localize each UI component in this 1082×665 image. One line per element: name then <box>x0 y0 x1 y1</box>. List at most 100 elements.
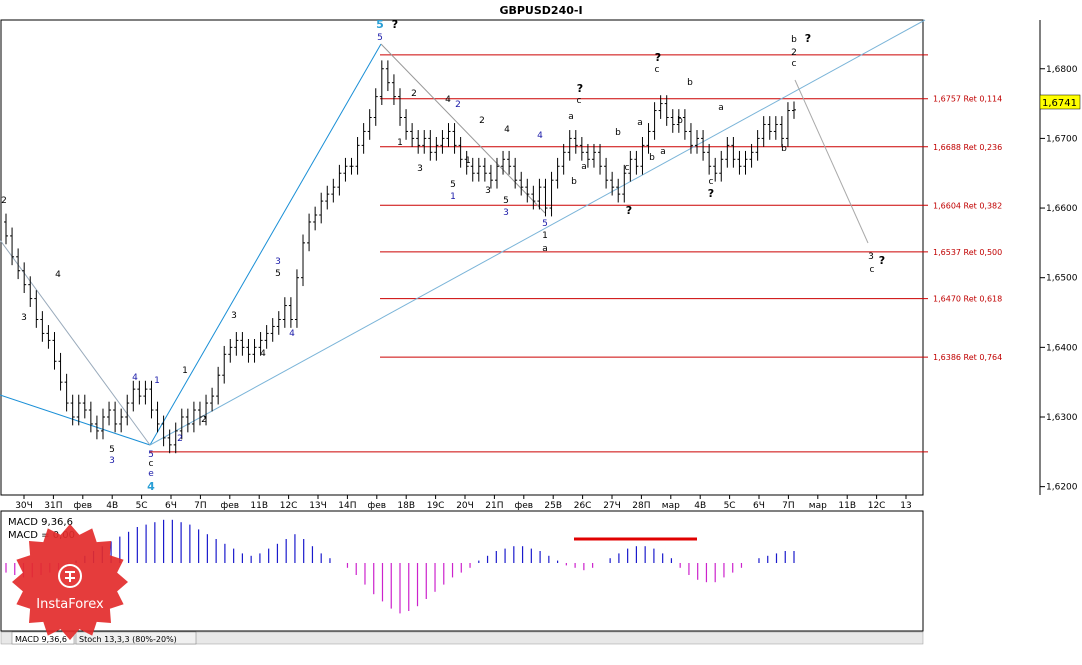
wave-label: 4 <box>504 125 510 135</box>
wave-label: ? <box>626 204 632 217</box>
wave-label: e <box>148 469 154 479</box>
wave-label: a <box>637 118 643 128</box>
wave-label: b <box>649 153 655 163</box>
chart-title: GBPUSD240-I <box>499 4 582 17</box>
wave-label: 2 <box>201 415 207 425</box>
wave-label: a <box>568 112 574 122</box>
tab-macd[interactable]: MACD 9,36,6 <box>11 631 75 645</box>
wave-label: b <box>791 35 797 45</box>
fib-label: 1,6537 Ret 0,500 <box>933 248 1002 257</box>
wave-label: b <box>781 144 787 154</box>
wave-label: a <box>660 147 666 157</box>
wave-label: c <box>149 459 154 469</box>
wave-label: b <box>677 116 683 126</box>
wave-label: 1 <box>465 156 471 166</box>
trend-line <box>0 239 151 446</box>
trend-line <box>0 394 151 446</box>
x-tick-label: 12С <box>868 501 886 511</box>
x-tick-label: 21П <box>485 501 503 511</box>
x-tick-label: 11В <box>838 501 856 511</box>
tab-stoch[interactable]: Stoch 13,3,3 (80%-20%) <box>75 631 197 645</box>
wave-label: c <box>577 96 582 106</box>
fib-levels: 1,6757 Ret 0,114 1,6688 Ret 0,236 1,6604 R… <box>150 54 1002 453</box>
x-tick-label: 20Ч <box>456 501 474 511</box>
x-tick-label: мар <box>662 501 680 511</box>
x-tick-label: 6Ч <box>753 501 765 511</box>
main-plot-frame <box>0 19 924 496</box>
wave-label: 5 <box>377 33 383 43</box>
fib-label: 1,6688 Ret 0,236 <box>933 143 1002 152</box>
wave-label: c <box>625 163 630 173</box>
wave-label: 4 <box>537 131 543 141</box>
wave-label: 5 <box>542 219 548 229</box>
x-tick-label: 13 <box>900 501 911 511</box>
macd-histogram <box>5 519 795 614</box>
candles <box>4 60 796 454</box>
wave-label: 5 <box>450 180 456 190</box>
x-tick-label: 28П <box>632 501 650 511</box>
wave-label: ? <box>392 18 398 31</box>
x-tick-label: 4В <box>694 501 706 511</box>
wave-label: 3 <box>231 311 237 321</box>
x-tick-label: 25В <box>544 501 562 511</box>
macd-label-1: MACD 9,36,6 <box>8 517 73 528</box>
wave-label: 4 <box>289 329 295 339</box>
macd-plot-frame <box>0 510 924 632</box>
wave-label: a <box>718 103 724 113</box>
current-price-box <box>1039 94 1081 110</box>
y-axis: 1,6800 1,6700 1,6600 1,6500 1,6400 1,6300 1,62… <box>1040 65 1078 493</box>
wave-label: 4 <box>55 270 61 280</box>
wave-label: a <box>581 162 587 172</box>
wave-label: 3 <box>275 257 281 267</box>
wave-label: ? <box>708 187 714 200</box>
trend-line <box>149 19 926 446</box>
x-tick-label: 5С <box>724 501 736 511</box>
wave-label: ? <box>577 82 583 95</box>
wave-label: 4 <box>260 349 266 359</box>
x-tick-label: мар <box>809 501 827 511</box>
fib-label: 1,6470 Ret 0,618 <box>933 295 1002 304</box>
trend-line <box>149 43 382 446</box>
wave-label: 4 <box>445 95 451 105</box>
x-tick-label: 30Ч <box>15 501 33 511</box>
wave-label: 2 <box>455 100 461 110</box>
y-tick-label: 1,6600 <box>1046 204 1078 214</box>
wave-label: b <box>615 128 621 138</box>
x-tick-label: 13Ч <box>309 501 327 511</box>
wave-label: 1 <box>397 138 403 148</box>
fib-label: 1,6386 Ret 0,764 <box>933 353 1002 362</box>
wave-label: 5 <box>109 445 115 455</box>
wave-label: 1 <box>542 231 548 241</box>
x-tick-label: 27Ч <box>603 501 621 511</box>
wave-label: 3 <box>21 313 27 323</box>
instaforex-logo: InstaForex <box>12 524 128 640</box>
wave-label: 2 <box>791 48 797 58</box>
x-tick-label: фев <box>515 501 534 511</box>
x-tick-label: 6Ч <box>165 501 177 511</box>
wave-label: ? <box>805 32 811 45</box>
wave-label: 3 <box>109 456 115 466</box>
x-tick-label: 12С <box>280 501 298 511</box>
wave-label: b <box>687 78 693 88</box>
wave-label: 2 <box>1 196 7 206</box>
wave-label: 1 <box>154 376 160 386</box>
wave-label: 4 <box>147 480 155 493</box>
wave-label: a <box>542 244 548 254</box>
y-tick-label: 1,6700 <box>1046 134 1078 144</box>
wave-label: b <box>571 177 577 187</box>
wave-label: ? <box>655 51 661 64</box>
x-tick-label: 31П <box>44 501 62 511</box>
fib-label: 1,6604 Ret 0,382 <box>933 201 1002 210</box>
x-tick-label: 5С <box>136 501 148 511</box>
x-tick-label: 7П <box>782 501 795 511</box>
wave-label: 3 <box>503 208 509 218</box>
x-tick-label: фев <box>368 501 387 511</box>
wave-label: 3 <box>417 164 423 174</box>
wave-label: c <box>709 177 714 187</box>
x-tick-label: 18В <box>397 501 415 511</box>
wave-label: 3 <box>868 252 874 262</box>
x-tick-label: 19С <box>427 501 445 511</box>
wave-label: 3 <box>485 186 491 196</box>
